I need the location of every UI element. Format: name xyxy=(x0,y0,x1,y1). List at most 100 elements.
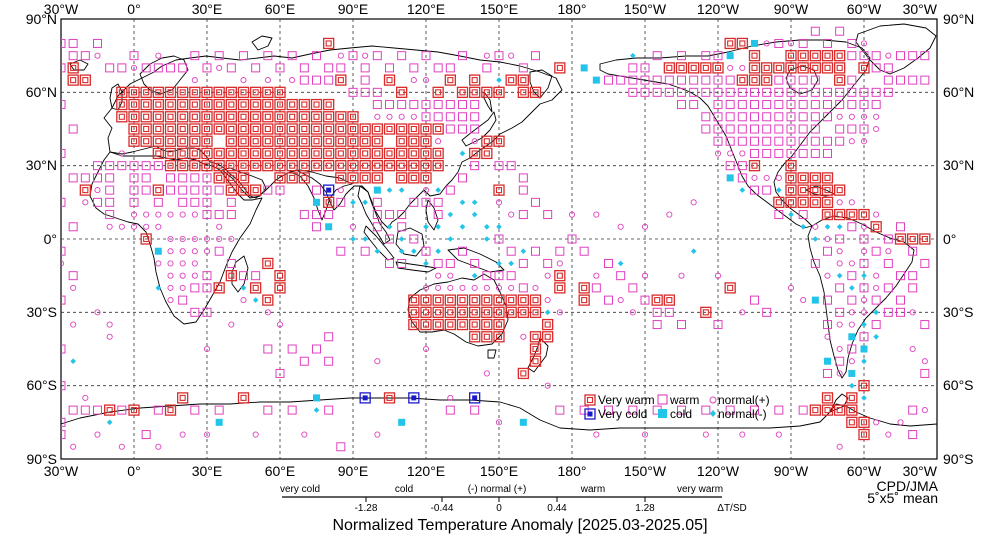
very-warm-marker xyxy=(177,123,189,135)
normal-minus-marker xyxy=(374,248,381,255)
lon-label: 150°E xyxy=(480,463,518,479)
warm-marker xyxy=(312,51,321,61)
very-warm-marker-inner xyxy=(836,52,843,59)
very-warm-marker-inner xyxy=(556,64,563,71)
very-warm-marker-inner xyxy=(374,138,381,145)
very-warm-marker xyxy=(189,98,201,111)
warm-marker xyxy=(445,405,455,415)
warm-marker xyxy=(798,38,808,48)
warm-marker xyxy=(798,124,808,134)
warm-marker xyxy=(324,405,334,415)
very-warm-marker-inner xyxy=(787,174,795,181)
warm-marker xyxy=(518,173,528,183)
very-warm-marker xyxy=(335,147,347,160)
very-warm-marker-inner xyxy=(812,187,819,194)
very-warm-marker-inner xyxy=(848,394,855,401)
warm-marker xyxy=(628,75,638,85)
very-warm-marker xyxy=(761,74,773,86)
normal-minus-marker xyxy=(423,223,429,230)
very-warm-marker-inner xyxy=(824,174,831,181)
very-warm-marker-inner xyxy=(203,113,211,120)
warm-marker xyxy=(810,148,820,158)
very-warm-marker xyxy=(274,147,286,160)
very-warm-marker xyxy=(104,404,116,416)
very-warm-marker-inner xyxy=(447,77,454,84)
coast-indochina xyxy=(357,185,391,245)
normal-plus-marker xyxy=(483,284,490,291)
warm-marker xyxy=(287,344,297,354)
very-warm-marker xyxy=(846,208,858,221)
very-warm-marker xyxy=(821,62,834,74)
very-warm-marker-inner xyxy=(216,150,223,157)
very-warm-marker-inner xyxy=(228,101,235,108)
very-warm-marker-inner xyxy=(532,333,539,340)
very-warm-marker xyxy=(785,184,797,196)
very-warm-marker xyxy=(383,160,396,172)
very-warm-marker xyxy=(298,123,310,135)
very-warm-marker-inner xyxy=(520,309,527,316)
warm-marker xyxy=(433,197,443,207)
normal-minus-marker xyxy=(435,223,441,230)
warm-marker xyxy=(312,222,321,232)
very-warm-marker xyxy=(529,86,542,98)
very-warm-marker-inner xyxy=(325,150,332,157)
coast-caribbean xyxy=(805,185,835,197)
grid-note-label: 5˚x5˚ mean xyxy=(867,490,938,506)
normal-minus-marker xyxy=(861,272,867,279)
normal-plus-marker xyxy=(94,431,101,438)
very-warm-marker-inner xyxy=(301,174,308,181)
warm-marker xyxy=(93,38,102,48)
warm-marker xyxy=(774,136,784,146)
very-warm-marker xyxy=(262,294,274,306)
very-warm-marker xyxy=(469,294,481,306)
very-warm-marker-inner xyxy=(313,125,320,133)
warm-marker xyxy=(762,87,772,97)
very-warm-marker-inner xyxy=(702,309,709,316)
coast-java xyxy=(395,261,437,273)
very-warm-marker xyxy=(432,147,444,160)
warm-marker xyxy=(713,87,723,97)
very-warm-marker-inner xyxy=(191,162,198,169)
lon-label: 30°E xyxy=(192,463,223,479)
warm-marker xyxy=(117,405,127,415)
very-warm-marker-inner xyxy=(301,113,308,120)
very-warm-marker xyxy=(225,98,237,111)
normal-minus-marker xyxy=(459,199,466,206)
warm-marker xyxy=(312,75,321,85)
very-warm-marker-inner xyxy=(228,174,235,181)
very-warm-marker-inner xyxy=(483,138,490,145)
warm-marker xyxy=(725,75,735,85)
normal-plus-marker xyxy=(629,309,636,316)
very-warm-marker-inner xyxy=(118,89,125,96)
very-warm-marker xyxy=(298,172,310,184)
very-warm-marker-inner xyxy=(581,297,588,304)
warm-marker xyxy=(920,320,930,330)
warm-marker xyxy=(555,246,565,256)
normal-plus-marker xyxy=(337,52,344,59)
warm-marker xyxy=(80,405,90,415)
very-warm-marker-inner xyxy=(787,199,795,206)
lon-label: 60°E xyxy=(265,463,296,479)
very-warm-marker-inner xyxy=(264,113,271,120)
normal-plus-marker xyxy=(824,235,831,243)
very-warm-marker-inner xyxy=(556,284,563,291)
lon-label: 120°W xyxy=(697,463,740,479)
warm-marker xyxy=(798,148,808,158)
warm-marker xyxy=(531,246,540,256)
warm-marker xyxy=(896,271,905,281)
warm-marker xyxy=(908,405,918,415)
warm-marker xyxy=(202,307,212,317)
very-warm-marker-inner xyxy=(289,101,296,108)
warm-marker xyxy=(677,75,686,85)
normal-plus-marker xyxy=(860,113,868,120)
normal-minus-marker xyxy=(471,272,478,279)
warm-marker xyxy=(652,75,662,85)
very-warm-marker xyxy=(420,306,432,318)
very-warm-marker xyxy=(383,392,396,404)
very-warm-marker xyxy=(529,355,542,367)
warm-marker xyxy=(908,283,918,293)
legend-normal-plus-swatch xyxy=(709,396,717,404)
very-warm-marker-inner xyxy=(155,150,162,157)
very-warm-marker xyxy=(420,172,432,184)
very-warm-marker-inner xyxy=(228,89,235,96)
